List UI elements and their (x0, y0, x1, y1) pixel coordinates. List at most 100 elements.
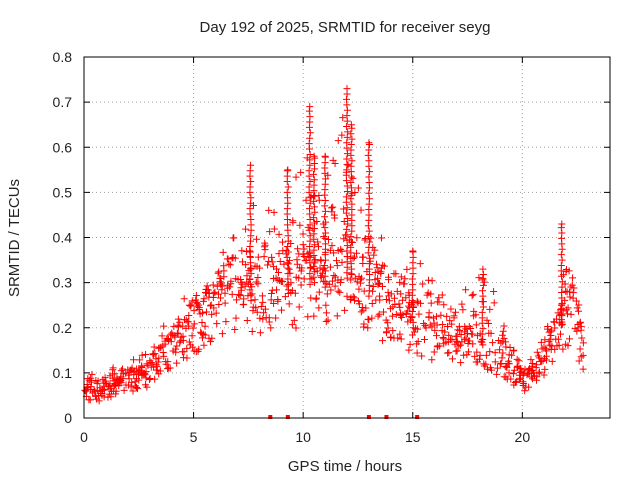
data-point (151, 375, 159, 383)
data-point (243, 272, 251, 280)
data-point (431, 326, 439, 334)
data-point (154, 358, 162, 366)
data-point (438, 291, 446, 299)
peak-point (310, 246, 318, 254)
data-point (410, 328, 418, 336)
data-point (215, 290, 223, 298)
data-point (414, 338, 422, 346)
data-point (396, 303, 404, 311)
data-point (259, 315, 267, 323)
data-point (499, 327, 507, 335)
data-point (151, 350, 159, 358)
data-point (505, 369, 513, 377)
data-point (374, 281, 382, 289)
data-point (360, 320, 368, 328)
data-point (391, 301, 399, 309)
peak-point (321, 207, 329, 215)
data-point (265, 257, 273, 265)
data-point (242, 225, 250, 233)
data-point (288, 321, 296, 329)
data-point (427, 290, 435, 298)
data-point (225, 260, 233, 268)
data-point (174, 315, 182, 323)
data-point (232, 314, 240, 322)
data-point (542, 347, 550, 355)
data-point (511, 378, 519, 386)
data-point (297, 267, 305, 275)
data-point (355, 300, 363, 308)
data-point (341, 306, 349, 314)
data-point (292, 324, 300, 332)
data-point (391, 294, 399, 302)
data-point (324, 316, 332, 324)
data-point (359, 259, 367, 267)
data-point (480, 362, 488, 370)
data-point (134, 385, 142, 393)
data-point (483, 316, 491, 324)
data-point (270, 225, 278, 233)
data-point (238, 247, 246, 255)
data-point (491, 349, 499, 357)
data-point (433, 332, 441, 340)
data-point (365, 316, 373, 324)
peak-point (409, 247, 417, 255)
data-point (259, 298, 267, 306)
data-point (109, 364, 117, 372)
data-point (527, 356, 535, 364)
peak-point (347, 233, 355, 241)
data-point (380, 262, 388, 270)
data-point (207, 338, 215, 346)
data-point (483, 365, 491, 373)
data-point (400, 280, 408, 288)
data-point (338, 258, 346, 266)
peak-point (479, 325, 487, 333)
peak-point (343, 150, 351, 158)
data-point (135, 376, 143, 384)
data-point (486, 348, 494, 356)
data-point (166, 364, 174, 372)
peak-point (478, 298, 486, 306)
data-point (296, 221, 304, 229)
data-point (430, 348, 438, 356)
data-point (486, 305, 494, 313)
data-point (529, 359, 537, 367)
data-point (569, 274, 577, 282)
data-point (228, 290, 236, 298)
data-point (222, 318, 230, 326)
data-point (230, 234, 238, 242)
data-point (575, 301, 583, 309)
grid-lines (84, 57, 610, 418)
data-point (507, 375, 515, 383)
data-point (324, 171, 332, 179)
data-point (472, 321, 480, 329)
data-point (383, 328, 390, 336)
data-point (562, 287, 570, 295)
data-point (167, 338, 175, 346)
data-point (447, 305, 455, 313)
data-point (551, 345, 559, 353)
data-point (132, 383, 140, 391)
peak-point (343, 122, 351, 130)
data-point (373, 260, 381, 268)
data-point (420, 336, 428, 344)
data-point (445, 331, 453, 339)
peak-point (310, 214, 318, 222)
data-point (469, 290, 477, 298)
peak-point (284, 248, 292, 256)
data-point (498, 331, 506, 339)
peak-point (311, 154, 319, 162)
data-point (218, 330, 226, 338)
data-point (273, 286, 281, 294)
zero-point (415, 415, 420, 419)
data-point (195, 304, 203, 312)
peak-point (347, 184, 355, 192)
y-tick-label: 0.3 (53, 275, 73, 291)
data-point (265, 318, 273, 326)
peak-point (365, 157, 373, 165)
data-point (158, 332, 166, 340)
data-point (564, 304, 572, 312)
peak-point (347, 243, 355, 251)
data-point (436, 342, 444, 350)
data-point (351, 189, 359, 197)
data-point (125, 371, 133, 379)
